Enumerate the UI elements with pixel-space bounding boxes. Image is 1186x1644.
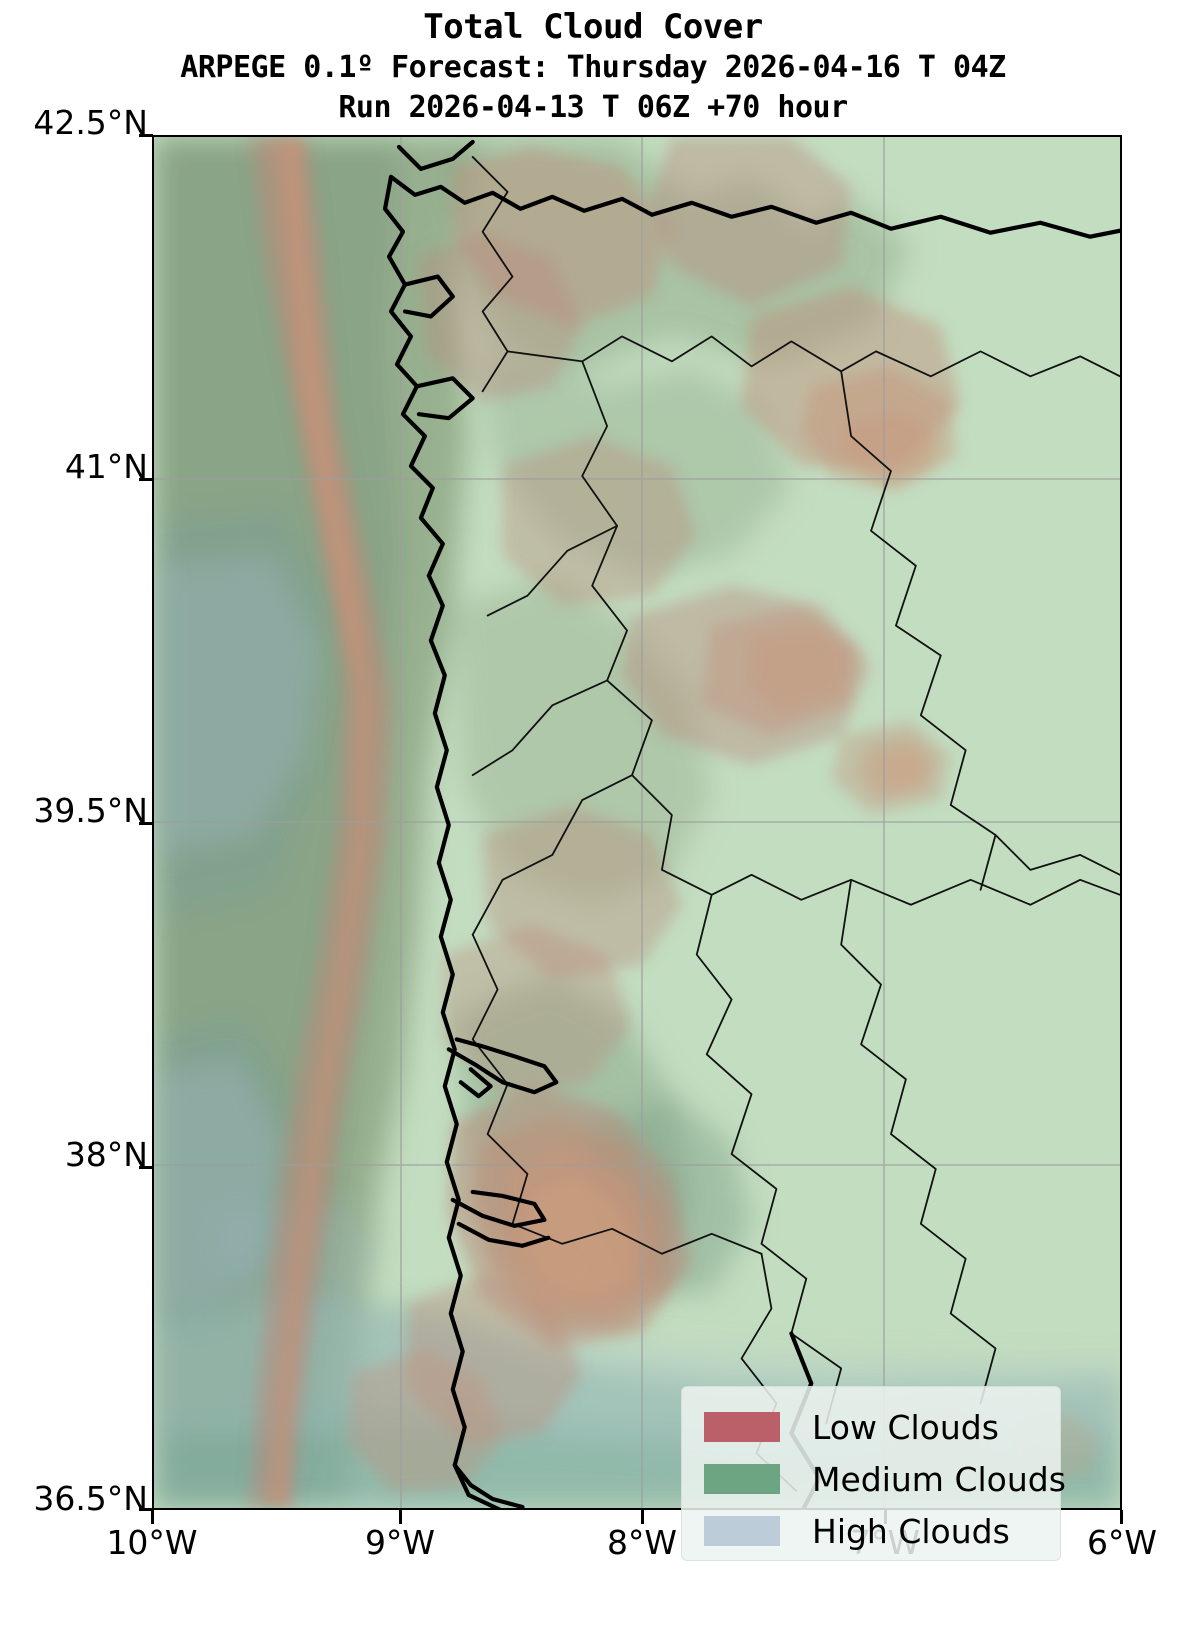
ytick-mark-42-5N	[139, 134, 153, 137]
chart-title-block: Total Cloud Cover ARPEGE 0.1º Forecast: …	[0, 0, 1186, 128]
legend-label-medium-clouds: Medium Clouds	[812, 1459, 1066, 1499]
xtick-mark-8W	[641, 1510, 644, 1524]
ytick-label-39-5N: 39.5°N	[33, 791, 148, 830]
xtick-mark-10W	[151, 1510, 154, 1524]
province-borders	[471, 156, 1120, 1492]
legend-item-high-clouds: High Clouds	[704, 1505, 1060, 1557]
legend-label-low-clouds: Low Clouds	[812, 1407, 999, 1447]
xtick-label-9W: 9°W	[364, 1523, 436, 1562]
ytick-mark-38N	[139, 1166, 153, 1169]
legend-swatch-medium-clouds	[704, 1464, 780, 1494]
ytick-mark-36-5N	[139, 1508, 153, 1511]
ytick-label-41N: 41°N	[64, 447, 148, 486]
cloud-legend: Low Clouds Medium Clouds High Clouds	[681, 1386, 1066, 1561]
ytick-mark-39-5N	[139, 822, 153, 825]
ytick-mark-41N	[139, 478, 153, 481]
legend-item-low-clouds: Low Clouds	[704, 1401, 1060, 1453]
legend-swatch-low-clouds	[704, 1412, 780, 1442]
xtick-mark-6W	[1120, 1510, 1123, 1524]
legend-item-medium-clouds: Medium Clouds	[704, 1453, 1066, 1505]
xtick-label-6W: 6°W	[1086, 1523, 1158, 1562]
legend-label-high-clouds: High Clouds	[812, 1511, 1010, 1551]
run-subtitle: Run 2026-04-13 T 06Z +70 hour	[338, 90, 848, 125]
xtick-label-10W: 10°W	[106, 1523, 198, 1562]
cloud-cover-map	[154, 137, 1120, 1508]
page-title: Total Cloud Cover	[423, 7, 763, 47]
ytick-label-36-5N: 36.5°N	[33, 1479, 148, 1518]
legend-swatch-high-clouds	[704, 1516, 780, 1546]
graticule-gridlines	[154, 137, 1120, 1508]
map-plot-area	[152, 135, 1122, 1510]
forecast-subtitle: ARPEGE 0.1º Forecast: Thursday 2026-04-1…	[180, 50, 1006, 85]
ytick-label-38N: 38°N	[64, 1135, 148, 1174]
ytick-label-42-5N: 42.5°N	[33, 103, 148, 142]
xtick-mark-9W	[399, 1510, 402, 1524]
xtick-label-8W: 8°W	[606, 1523, 678, 1562]
